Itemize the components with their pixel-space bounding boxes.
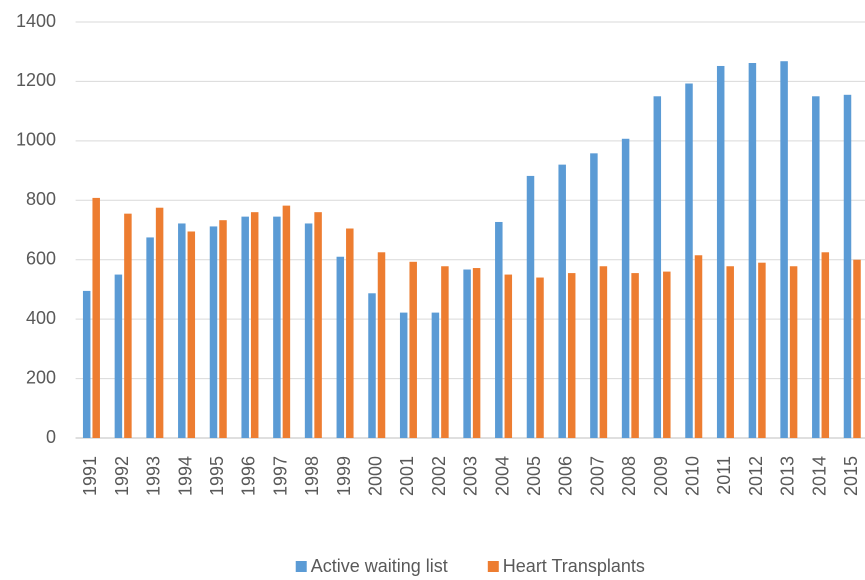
bar <box>82 290 91 438</box>
x-tick-label: 2009 <box>651 456 671 496</box>
bar <box>504 274 513 438</box>
bar <box>377 252 386 438</box>
x-tick-label: 2004 <box>492 456 512 496</box>
x-tick-label: 1993 <box>144 456 164 496</box>
bar <box>431 312 440 438</box>
bar <box>789 266 798 438</box>
bar <box>219 220 227 438</box>
bar <box>463 269 471 438</box>
x-tick-label: 1995 <box>207 456 227 496</box>
bar <box>821 252 830 438</box>
x-tick-label: 1994 <box>175 456 195 496</box>
x-tick-label: 2006 <box>556 456 576 496</box>
bar <box>567 273 576 438</box>
bar <box>599 266 608 438</box>
y-tick-label: 1000 <box>16 130 56 150</box>
bar <box>558 164 566 438</box>
y-tick-label: 1400 <box>16 11 56 31</box>
bar <box>536 277 544 438</box>
bar <box>716 65 725 438</box>
y-tick-label: 0 <box>46 427 56 447</box>
x-tick-label: 2011 <box>714 456 734 495</box>
legend-swatch <box>295 561 307 572</box>
bar <box>853 259 861 438</box>
bar <box>631 273 639 438</box>
x-tick-label: 1992 <box>112 456 132 496</box>
y-tick-label: 400 <box>26 308 56 328</box>
bar <box>114 274 123 438</box>
bar <box>758 262 766 438</box>
x-tick-label: 2013 <box>778 456 798 496</box>
bar <box>526 175 535 439</box>
bar <box>726 266 734 438</box>
x-tick-label: 2012 <box>746 456 766 496</box>
bar <box>621 138 630 438</box>
bar <box>694 255 703 438</box>
y-tick-label: 800 <box>26 189 56 209</box>
legend: Active waiting list Heart Transplants <box>295 556 645 576</box>
x-tick-label: 1998 <box>302 456 322 496</box>
bar <box>304 223 313 438</box>
x-tick-label: 2003 <box>461 456 481 496</box>
x-tick-label: 2005 <box>524 456 544 496</box>
bar <box>399 312 408 438</box>
bar <box>178 223 186 438</box>
x-tick-label: 2007 <box>587 456 607 496</box>
bar <box>812 96 820 439</box>
bar <box>282 205 291 438</box>
bar <box>146 237 154 438</box>
bar <box>409 261 417 438</box>
bar <box>92 197 100 438</box>
bar <box>209 226 218 438</box>
x-tick-label: 1997 <box>270 456 290 496</box>
x-tick-label: 2000 <box>366 456 386 496</box>
bar <box>685 83 693 438</box>
x-tick-label: 1991 <box>80 456 100 496</box>
x-tick-label: 2010 <box>683 456 703 496</box>
x-tick-label: 2008 <box>619 456 639 496</box>
x-tick-label: 2001 <box>397 456 417 496</box>
bar <box>368 293 376 438</box>
bar <box>748 63 757 439</box>
legend-swatch <box>487 561 499 572</box>
legend-label: Heart Transplants <box>503 556 645 576</box>
legend-label: Active waiting list <box>311 556 448 576</box>
bar <box>336 256 345 438</box>
bar <box>472 268 481 438</box>
bar <box>241 216 249 438</box>
x-tick-label: 2015 <box>841 456 861 496</box>
bar <box>590 153 598 438</box>
y-tick-label: 200 <box>26 367 56 387</box>
y-tick-label: 1200 <box>16 70 56 90</box>
bar <box>187 231 196 438</box>
bar <box>250 212 259 438</box>
x-tick-label: 2002 <box>429 456 449 496</box>
bar <box>495 221 503 438</box>
y-tick-label: 600 <box>26 248 56 268</box>
bar <box>155 207 164 438</box>
bar <box>780 61 788 438</box>
bar <box>124 213 132 438</box>
bar <box>441 266 449 438</box>
bar <box>314 212 322 438</box>
x-tick-label: 1996 <box>239 456 259 496</box>
bar <box>663 271 671 438</box>
bar <box>273 216 281 438</box>
bar <box>843 94 852 439</box>
x-tick-label: 2014 <box>809 456 829 496</box>
x-tick-label: 1999 <box>334 456 354 496</box>
bar <box>346 228 354 438</box>
bar <box>653 96 662 439</box>
